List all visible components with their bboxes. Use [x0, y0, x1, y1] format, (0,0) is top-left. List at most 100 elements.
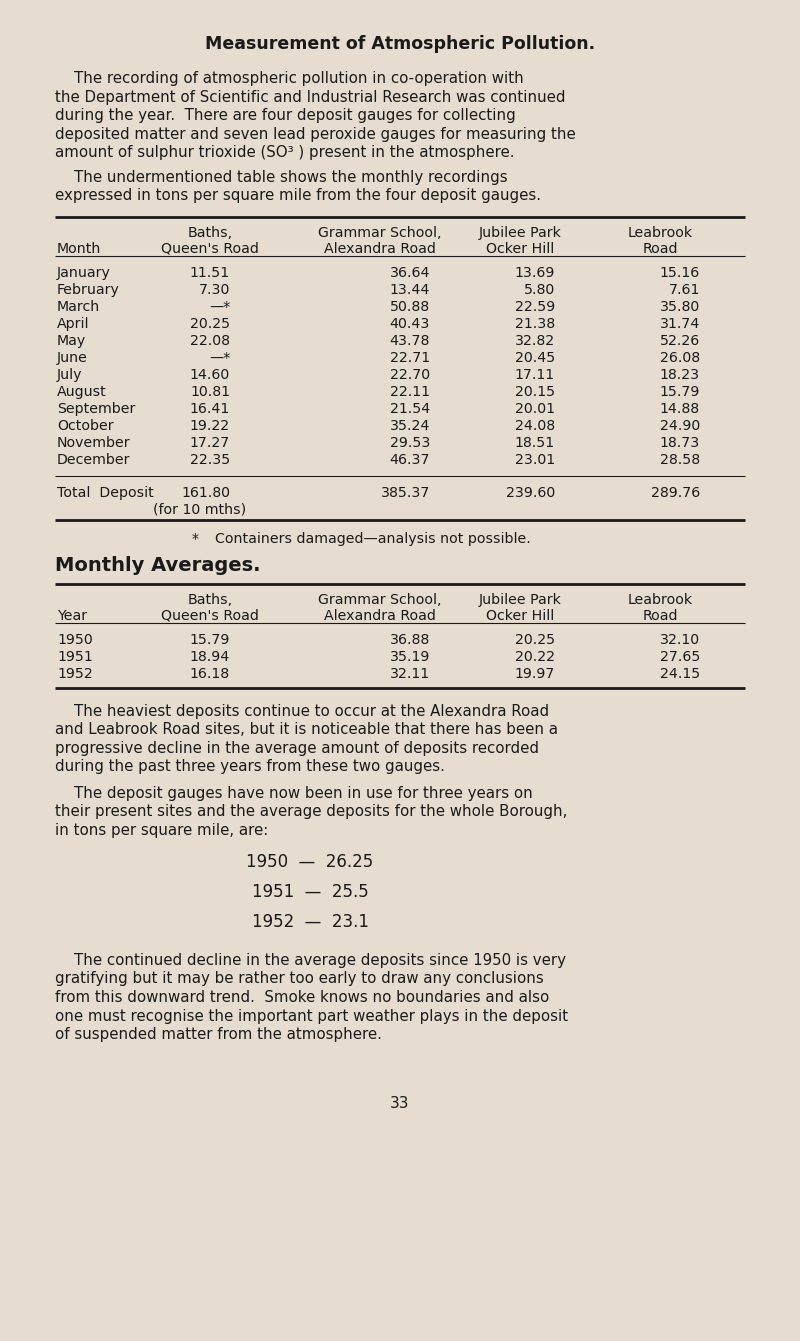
- Text: 22.11: 22.11: [390, 385, 430, 398]
- Text: Queen's Road: Queen's Road: [161, 609, 259, 622]
- Text: of suspended matter from the atmosphere.: of suspended matter from the atmosphere.: [55, 1027, 382, 1042]
- Text: —*: —*: [209, 299, 230, 314]
- Text: 239.60: 239.60: [506, 485, 555, 499]
- Text: amount of sulphur trioxide (SO³ ) present in the atmosphere.: amount of sulphur trioxide (SO³ ) presen…: [55, 145, 514, 160]
- Text: 52.26: 52.26: [660, 334, 700, 347]
- Text: 36.88: 36.88: [390, 633, 430, 646]
- Text: August: August: [57, 385, 106, 398]
- Text: 46.37: 46.37: [390, 452, 430, 467]
- Text: Jubilee Park: Jubilee Park: [478, 593, 562, 606]
- Text: 16.18: 16.18: [190, 666, 230, 680]
- Text: 14.88: 14.88: [660, 401, 700, 416]
- Text: 43.78: 43.78: [390, 334, 430, 347]
- Text: 31.74: 31.74: [660, 316, 700, 330]
- Text: 40.43: 40.43: [390, 316, 430, 330]
- Text: The undermentioned table shows the monthly recordings: The undermentioned table shows the month…: [55, 169, 508, 185]
- Text: 29.53: 29.53: [390, 436, 430, 449]
- Text: 22.08: 22.08: [190, 334, 230, 347]
- Text: 20.25: 20.25: [190, 316, 230, 330]
- Text: progressive decline in the average amount of deposits recorded: progressive decline in the average amoun…: [55, 740, 539, 755]
- Text: 289.76: 289.76: [650, 485, 700, 499]
- Text: September: September: [57, 401, 135, 416]
- Text: 13.44: 13.44: [390, 283, 430, 296]
- Text: and Leabrook Road sites, but it is noticeable that there has been a: and Leabrook Road sites, but it is notic…: [55, 721, 558, 738]
- Text: 11.51: 11.51: [190, 266, 230, 279]
- Text: 20.45: 20.45: [514, 350, 555, 365]
- Text: 7.30: 7.30: [198, 283, 230, 296]
- Text: 18.73: 18.73: [660, 436, 700, 449]
- Text: during the year.  There are four deposit gauges for collecting: during the year. There are four deposit …: [55, 109, 516, 123]
- Text: Baths,: Baths,: [187, 593, 233, 606]
- Text: Queen's Road: Queen's Road: [161, 241, 259, 256]
- Text: 22.70: 22.70: [390, 367, 430, 381]
- Text: 18.51: 18.51: [515, 436, 555, 449]
- Text: The continued decline in the average deposits since 1950 is very: The continued decline in the average dep…: [55, 953, 566, 968]
- Text: 24.90: 24.90: [660, 418, 700, 433]
- Text: 161.80: 161.80: [181, 485, 230, 499]
- Text: 21.54: 21.54: [390, 401, 430, 416]
- Text: May: May: [57, 334, 86, 347]
- Text: 1951: 1951: [57, 649, 93, 664]
- Text: 16.41: 16.41: [190, 401, 230, 416]
- Text: November: November: [57, 436, 130, 449]
- Text: Road: Road: [642, 241, 678, 256]
- Text: Road: Road: [642, 609, 678, 622]
- Text: *: *: [191, 531, 198, 546]
- Text: 35.19: 35.19: [390, 649, 430, 664]
- Text: 22.59: 22.59: [514, 299, 555, 314]
- Text: 14.60: 14.60: [190, 367, 230, 381]
- Text: 35.80: 35.80: [660, 299, 700, 314]
- Text: Measurement of Atmospheric Pollution.: Measurement of Atmospheric Pollution.: [205, 35, 595, 54]
- Text: 23.01: 23.01: [515, 452, 555, 467]
- Text: 15.16: 15.16: [660, 266, 700, 279]
- Text: Month: Month: [57, 241, 102, 256]
- Text: one must recognise the important part weather plays in the deposit: one must recognise the important part we…: [55, 1008, 568, 1023]
- Text: Baths,: Baths,: [187, 225, 233, 240]
- Text: The deposit gauges have now been in use for three years on: The deposit gauges have now been in use …: [55, 786, 533, 801]
- Text: Jubilee Park: Jubilee Park: [478, 225, 562, 240]
- Text: Total  Deposit: Total Deposit: [57, 485, 154, 499]
- Text: —*: —*: [209, 350, 230, 365]
- Text: 1952: 1952: [57, 666, 93, 680]
- Text: Alexandra Road: Alexandra Road: [324, 241, 436, 256]
- Text: 10.81: 10.81: [190, 385, 230, 398]
- Text: 32.10: 32.10: [660, 633, 700, 646]
- Text: 18.94: 18.94: [190, 649, 230, 664]
- Text: gratifying but it may be rather too early to draw any conclusions: gratifying but it may be rather too earl…: [55, 971, 544, 987]
- Text: 20.22: 20.22: [515, 649, 555, 664]
- Text: Containers damaged—analysis not possible.: Containers damaged—analysis not possible…: [215, 531, 530, 546]
- Text: 22.35: 22.35: [190, 452, 230, 467]
- Text: 1950  —  26.25: 1950 — 26.25: [246, 853, 374, 872]
- Text: 1950: 1950: [57, 633, 93, 646]
- Text: 32.82: 32.82: [515, 334, 555, 347]
- Text: Year: Year: [57, 609, 87, 622]
- Text: 15.79: 15.79: [660, 385, 700, 398]
- Text: 24.15: 24.15: [660, 666, 700, 680]
- Text: 28.58: 28.58: [660, 452, 700, 467]
- Text: in tons per square mile, are:: in tons per square mile, are:: [55, 822, 268, 838]
- Text: 35.24: 35.24: [390, 418, 430, 433]
- Text: Leabrook: Leabrook: [627, 593, 693, 606]
- Text: Grammar School,: Grammar School,: [318, 225, 442, 240]
- Text: October: October: [57, 418, 114, 433]
- Text: January: January: [57, 266, 111, 279]
- Text: 19.22: 19.22: [190, 418, 230, 433]
- Text: December: December: [57, 452, 130, 467]
- Text: 385.37: 385.37: [381, 485, 430, 499]
- Text: The heaviest deposits continue to occur at the Alexandra Road: The heaviest deposits continue to occur …: [55, 704, 549, 719]
- Text: 20.01: 20.01: [515, 401, 555, 416]
- Text: Ocker Hill: Ocker Hill: [486, 241, 554, 256]
- Text: 7.61: 7.61: [669, 283, 700, 296]
- Text: their present sites and the average deposits for the whole Borough,: their present sites and the average depo…: [55, 805, 567, 819]
- Text: Monthly Averages.: Monthly Averages.: [55, 555, 261, 574]
- Text: 17.27: 17.27: [190, 436, 230, 449]
- Text: 18.23: 18.23: [660, 367, 700, 381]
- Text: March: March: [57, 299, 100, 314]
- Text: (for 10 mths): (for 10 mths): [154, 503, 246, 516]
- Text: 20.25: 20.25: [515, 633, 555, 646]
- Text: 1952  —  23.1: 1952 — 23.1: [251, 913, 369, 931]
- Text: expressed in tons per square mile from the four deposit gauges.: expressed in tons per square mile from t…: [55, 188, 541, 202]
- Text: February: February: [57, 283, 120, 296]
- Text: 21.38: 21.38: [515, 316, 555, 330]
- Text: 15.79: 15.79: [190, 633, 230, 646]
